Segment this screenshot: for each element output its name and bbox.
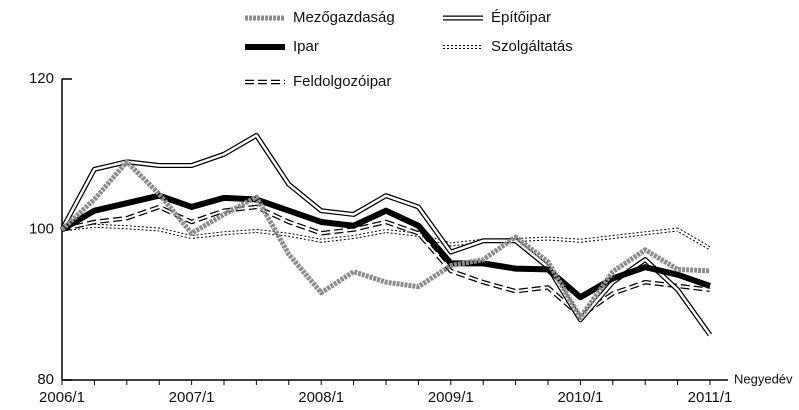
legend-label: Mezőgazdaság bbox=[293, 9, 395, 26]
series-line-inner bbox=[61, 224, 711, 250]
x-tick-label: 2008/1 bbox=[298, 389, 344, 406]
x-tick-label: 2010/1 bbox=[557, 389, 603, 406]
y-tick-label: 100 bbox=[29, 220, 54, 237]
legend-label: Ipar bbox=[293, 38, 319, 55]
x-tick-label: 2011/1 bbox=[688, 389, 733, 406]
series-line-inner bbox=[60, 134, 712, 336]
series-line-inner bbox=[61, 205, 711, 318]
legend-label: Feldolgozóipar bbox=[293, 73, 391, 90]
y-tick-label: 120 bbox=[29, 70, 54, 87]
x-tick-label: 2007/1 bbox=[169, 389, 215, 406]
x-tick-label: 2009/1 bbox=[428, 389, 474, 406]
x-axis-label: Negyedév bbox=[734, 371, 793, 386]
legend-label: Építőipar bbox=[491, 9, 551, 26]
series-line bbox=[60, 159, 711, 321]
y-tick-label: 80 bbox=[37, 371, 54, 388]
series-line bbox=[61, 204, 711, 319]
x-tick-label: 2006/1 bbox=[39, 389, 85, 406]
legend-label: Szolgáltatás bbox=[491, 38, 573, 55]
